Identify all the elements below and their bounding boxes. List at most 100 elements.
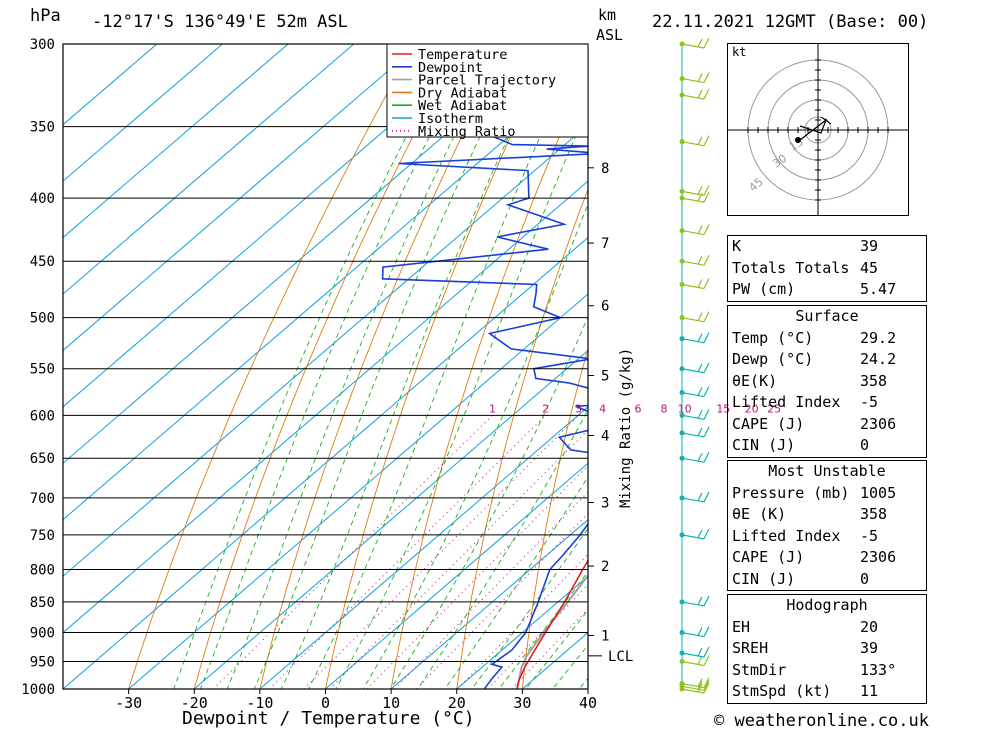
- km-tick-label: 8: [601, 161, 609, 177]
- isotherm-line: [455, 575, 588, 689]
- wind-barb-shaft: [681, 94, 705, 100]
- wind-barb-flag: [703, 626, 710, 637]
- dry-adiabat-line: [128, 44, 415, 689]
- dry-adiabat-line: [325, 44, 555, 689]
- most-unstable-row: Pressure (mb) 1005: [728, 483, 927, 505]
- surface-label: θE(K): [732, 371, 778, 390]
- wind-barb: [679, 595, 710, 607]
- wind-barb-flag: [703, 224, 710, 235]
- isotherm-line: [63, 44, 421, 352]
- lcl-label: LCL: [608, 649, 633, 665]
- wind-barb-shaft: [681, 660, 705, 667]
- most-unstable-label: CAPE (J): [732, 548, 805, 566]
- hodograph-storm-arrow: [799, 116, 832, 141]
- wind-barb-flag: [697, 73, 703, 82]
- wind-barb-shaft: [681, 190, 705, 196]
- wind-barb-flag: [697, 647, 703, 657]
- wind-barb-flag: [697, 38, 703, 48]
- indices-label: Totals Totals: [732, 258, 850, 277]
- wet-adiabat-line: [253, 44, 526, 689]
- plot-frame: [62, 43, 589, 690]
- mixing-ratio-label: 1: [489, 402, 496, 415]
- wind-barb-flag: [697, 681, 703, 690]
- isotherm-line: [63, 44, 289, 239]
- hodograph-storm-motion: [795, 137, 801, 143]
- wind-barb-flag: [697, 333, 703, 342]
- legend-entry: Wet Adiabat: [418, 98, 507, 114]
- wet-adiabat-line: [362, 203, 588, 689]
- wet-adiabat-line: [226, 44, 501, 689]
- wind-barb: [679, 528, 710, 540]
- wind-barb-flag: [697, 596, 703, 606]
- km-tick-label: 4: [601, 428, 609, 444]
- surface-value: 358: [860, 371, 888, 390]
- legend-entry: Parcel Trajectory: [418, 73, 556, 89]
- pressure-tick-label: 800: [30, 562, 55, 578]
- wind-barb: [679, 626, 710, 638]
- wet-adiabat-line: [199, 44, 478, 689]
- isotherm-line: [193, 349, 588, 689]
- wind-barb: [679, 88, 710, 100]
- hodograph-value: 39: [860, 639, 879, 657]
- x-tick-label: -10: [246, 694, 273, 712]
- isotherm-line: [63, 44, 158, 126]
- hodograph-label: SREH: [732, 639, 769, 657]
- wind-barb-shaft: [681, 534, 705, 540]
- indices-value: 39: [860, 237, 879, 255]
- isotherm-line: [63, 44, 355, 295]
- wind-barb: [679, 311, 710, 323]
- legend-entry: Isotherm: [418, 111, 483, 127]
- wind-barb-flag: [703, 332, 710, 343]
- wind-barb-flag: [697, 452, 703, 462]
- surface-row: Lifted Index -5: [728, 392, 927, 414]
- wind-barb-flag: [703, 191, 710, 203]
- isotherm-line: [63, 44, 224, 182]
- dry-adiabat-line: [967, 44, 1000, 689]
- copyright-text[interactable]: © weatheronline.co.uk: [714, 711, 929, 731]
- hodograph-table: Hodograph EH 20 SREH 39 StmDir 133° StmSpd (kt…: [727, 594, 927, 704]
- wind-barb-shaft: [681, 432, 705, 438]
- wind-barb-flag: [703, 311, 710, 322]
- temperature-line: [516, 558, 588, 689]
- wind-barb-shaft: [681, 77, 705, 84]
- indices-label: PW (cm): [732, 280, 796, 298]
- pressure-tick-label: 350: [30, 120, 55, 136]
- pressure-tick-label: 550: [30, 362, 55, 378]
- most-unstable-value: 358: [860, 505, 888, 523]
- most-unstable-value: 2306: [860, 548, 897, 566]
- wind-barb-shaft: [681, 685, 705, 691]
- wind-barb: [679, 224, 710, 236]
- hodograph-value: 133°: [860, 660, 897, 679]
- hodograph-label: StmSpd (kt): [732, 682, 832, 700]
- km-tick-label: 2: [601, 559, 609, 575]
- legend-box: [386, 43, 589, 138]
- isotherm-line: [63, 180, 588, 634]
- pressure-tick-label: 950: [30, 655, 55, 671]
- dewpoint-line: [381, 44, 588, 689]
- pressure-tick-label: 400: [30, 191, 55, 207]
- isotherm-line: [390, 519, 588, 689]
- wind-barb-flag: [703, 362, 710, 373]
- wind-barb-shaft: [681, 414, 705, 420]
- most-unstable-row: θE (K) 358: [728, 504, 927, 526]
- legend-entry: Mixing Ratio: [418, 124, 516, 140]
- wind-barb-flag: [697, 529, 703, 539]
- mixing-ratio-line: [303, 414, 579, 689]
- wind-barb: [679, 655, 710, 667]
- surface-row: CAPE (J) 2306: [728, 414, 927, 436]
- wind-barb: [679, 278, 710, 290]
- wind-barb-flag: [697, 225, 703, 234]
- wind-barb: [679, 491, 710, 503]
- pressure-tick-label: 600: [30, 408, 55, 424]
- hodograph-row: StmDir 133°: [728, 660, 927, 682]
- km-tick-label: 5: [601, 368, 609, 384]
- dry-adiabat-line: [587, 682, 588, 689]
- wind-barb-shaft: [681, 283, 705, 290]
- wind-barb: [679, 332, 710, 344]
- indices-value: 5.47: [860, 280, 897, 298]
- wind-barb: [679, 135, 710, 147]
- wind-barb-flag: [703, 72, 710, 83]
- wind-barb-flag: [703, 595, 710, 607]
